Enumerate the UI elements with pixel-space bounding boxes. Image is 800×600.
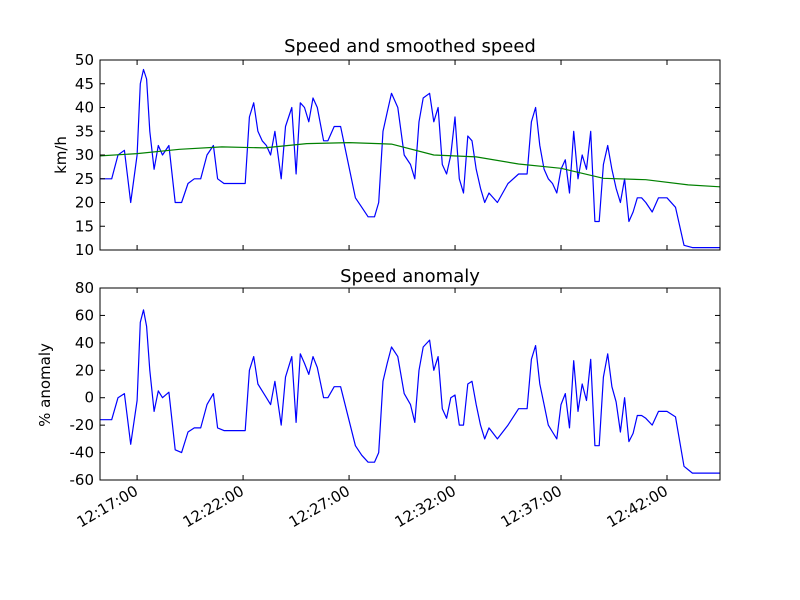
speed-y-tick-label: 10	[75, 241, 94, 259]
anomaly-y-tick-label: 80	[75, 279, 94, 297]
anomaly-chart-title: Speed anomaly	[340, 266, 480, 287]
speed-y-axis-label: km/h	[52, 136, 70, 174]
speed-y-tick-label: 25	[75, 170, 94, 188]
anomaly-y-tick-label: 40	[75, 334, 94, 352]
anomaly-y-tick-label: 60	[75, 306, 94, 324]
anomaly-y-axis-label: % anomaly	[36, 343, 54, 427]
speed-y-tick-label: 45	[75, 75, 94, 93]
speed-series-group	[100, 68, 720, 249]
speed-y-tick-label: 30	[75, 146, 94, 164]
anomaly-y-tick-label: -60	[70, 471, 95, 489]
anomaly-y-tick-label: 0	[84, 389, 94, 407]
anomaly-plot-frame	[99, 287, 721, 481]
speed-x-ticks	[136, 60, 668, 250]
speed-y-tick-label: 40	[75, 99, 94, 117]
speed-y-ticks: 10 15 20 25 30 35 40 45 50	[75, 51, 720, 259]
speed-y-tick-label: 50	[75, 51, 94, 69]
anomaly-y-ticks: -60 -40 -20 0 20 40 60 80	[70, 279, 720, 489]
speed-series-line-1	[100, 142, 720, 188]
speed-subplot: Speed and smoothed speed km/h 10 15 20 25 30…	[52, 36, 721, 259]
anomaly-y-tick-label: -40	[70, 444, 95, 462]
anomaly-y-tick-label: -20	[70, 416, 95, 434]
speed-y-tick-label: 35	[75, 122, 94, 140]
anomaly-y-tick-label: 20	[75, 361, 94, 379]
speed-plot-frame	[99, 59, 721, 251]
anomaly-series-line-0	[100, 309, 720, 474]
speed-chart-title: Speed and smoothed speed	[284, 36, 536, 57]
speed-y-tick-label: 20	[75, 194, 94, 212]
anomaly-series-group	[100, 309, 720, 474]
speed-y-tick-label: 15	[75, 217, 94, 235]
